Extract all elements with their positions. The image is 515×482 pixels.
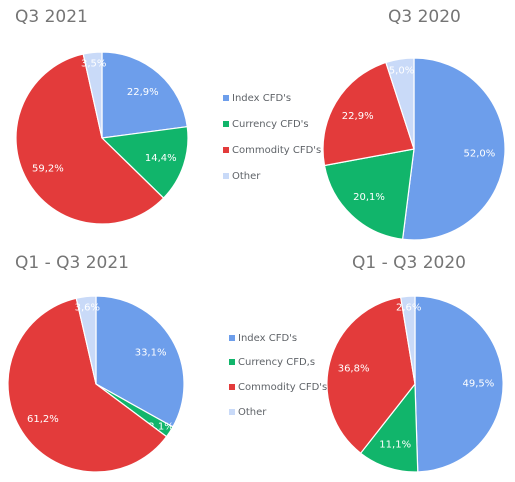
slice-label-commodity: 22,9% bbox=[342, 111, 374, 122]
slice-label-index: 33,1% bbox=[135, 347, 167, 358]
slice-label-currency: 20,1% bbox=[353, 192, 385, 203]
pie-slice-currency bbox=[323, 148, 415, 240]
legend-label-other: Other bbox=[232, 171, 261, 182]
slice-label-index: 49,5% bbox=[463, 379, 495, 390]
chart-title-q1-q3-2021: Q1 - Q3 2021 bbox=[15, 253, 129, 273]
pie-slice-index bbox=[401, 57, 506, 241]
pie-q3-2020: 52,0% 20,1% 22,9% 5,0% bbox=[322, 57, 506, 241]
slice-label-index: 22,9% bbox=[127, 87, 159, 98]
pie-slice-index bbox=[414, 295, 504, 473]
pie-slice-commodity bbox=[322, 61, 415, 167]
slice-label-commodity: 61,2% bbox=[27, 414, 59, 425]
legend-swatch-index bbox=[223, 95, 229, 101]
slice-label-currency: 14,4% bbox=[145, 153, 177, 164]
pie-slice-other bbox=[400, 295, 416, 385]
legend-swatch-index bbox=[229, 335, 235, 341]
pie-slice-currency bbox=[100, 126, 189, 199]
slice-label-other: 3,5% bbox=[81, 58, 106, 69]
legend-swatch-currency bbox=[229, 359, 235, 365]
slice-label-other: 3,6% bbox=[75, 303, 100, 314]
pie-slice-commodity bbox=[326, 296, 416, 455]
slice-label-index: 52,0% bbox=[464, 149, 496, 160]
legend-bottom: Index CFD's Currency CFD,s Commodity CFD… bbox=[229, 333, 327, 418]
slice-label-currency: 2,1% bbox=[148, 422, 173, 433]
pie-slice-index bbox=[101, 51, 188, 139]
chart-title-q1-q3-2020: Q1 - Q3 2020 bbox=[352, 253, 466, 273]
legend-swatch-other bbox=[223, 173, 229, 179]
legend-swatch-currency bbox=[223, 121, 229, 127]
legend-label-commodity: Commodity CFD's bbox=[232, 145, 321, 156]
pie-slice-other bbox=[82, 51, 103, 139]
legend-label-index: Index CFD's bbox=[238, 333, 297, 344]
pie-q3-2021: 22,9% 14,4% 59,2% 3,5% bbox=[15, 51, 189, 225]
slice-label-currency: 11,1% bbox=[379, 440, 411, 451]
legend-label-index: Index CFD's bbox=[232, 93, 291, 104]
pie-q1-q3-2021: 33,1% 2,1% 61,2% 3,6% bbox=[7, 295, 185, 473]
slice-label-commodity: 59,2% bbox=[32, 164, 64, 175]
legend-top: Index CFD's Currency CFD's Commodity CFD… bbox=[223, 93, 321, 182]
slice-label-other: 5,0% bbox=[389, 65, 414, 76]
legend-swatch-commodity bbox=[223, 147, 229, 153]
pie-slice-other bbox=[75, 295, 97, 385]
legend-swatch-commodity bbox=[229, 384, 235, 390]
legend-label-currency: Currency CFD's bbox=[232, 119, 309, 130]
chart-title-q3-2020: Q3 2020 bbox=[388, 7, 461, 27]
slice-label-other: 2,6% bbox=[396, 302, 421, 313]
legend-label-currency: Currency CFD,s bbox=[238, 357, 315, 368]
pie-slice-other bbox=[385, 57, 415, 150]
pie-slice-index bbox=[95, 295, 185, 428]
pie-slice-commodity bbox=[15, 53, 165, 225]
legend-swatch-other bbox=[229, 409, 235, 415]
chart-title-q3-2021: Q3 2021 bbox=[15, 7, 88, 27]
slice-label-commodity: 36,8% bbox=[338, 364, 370, 375]
legend-label-commodity: Commodity CFD's bbox=[238, 382, 327, 393]
legend-label-other: Other bbox=[238, 407, 267, 418]
pie-slice-commodity bbox=[7, 297, 168, 473]
pie-q1-q3-2020: 49,5% 11,1% 36,8% 2,6% bbox=[326, 295, 504, 473]
